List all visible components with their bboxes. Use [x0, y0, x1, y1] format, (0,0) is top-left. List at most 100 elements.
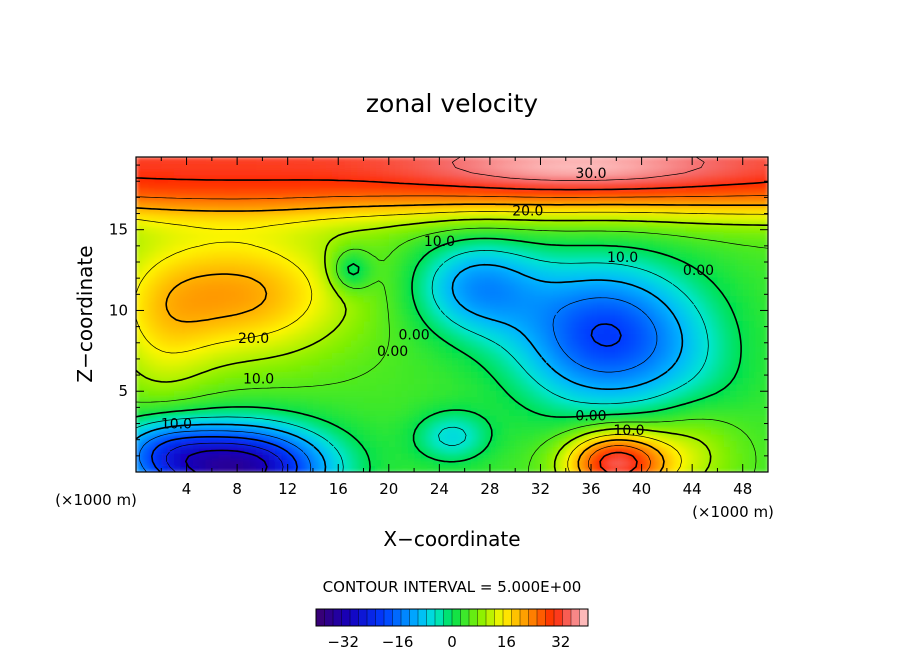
field-cell [357, 320, 365, 328]
field-cell [679, 346, 687, 353]
field-cell [414, 226, 421, 234]
field-cell [489, 465, 497, 472]
field-cell [199, 409, 207, 416]
field-cell [142, 194, 150, 202]
field-cell [502, 232, 510, 240]
field-cell [546, 264, 554, 271]
field-cell [698, 427, 706, 435]
field-cell [736, 182, 744, 190]
field-cell [584, 308, 592, 316]
field-cell [319, 352, 327, 360]
field-cell [591, 339, 598, 347]
field-cell [641, 264, 649, 271]
field-cell [369, 245, 377, 253]
field-cell [167, 245, 175, 253]
field-cell [666, 396, 674, 404]
field-cell [483, 264, 491, 271]
field-cell [736, 220, 744, 227]
field-cell [723, 295, 731, 303]
field-cell [426, 358, 434, 366]
field-cell [268, 213, 276, 221]
field-cell [755, 346, 763, 353]
field-cell [666, 390, 674, 397]
field-cell [420, 308, 428, 316]
field-cell [628, 257, 636, 265]
field-cell [414, 409, 421, 416]
field-cell [173, 371, 181, 379]
field-cell [281, 434, 289, 442]
field-cell [730, 459, 737, 467]
field-cell [275, 421, 282, 429]
field-cell [218, 371, 226, 379]
field-cell [647, 409, 655, 416]
field-cell [723, 446, 731, 454]
field-cell [445, 270, 453, 278]
field-cell [142, 188, 150, 196]
field-cell [654, 453, 662, 460]
field-cell [287, 270, 295, 278]
field-cell [464, 427, 472, 435]
field-cell [275, 213, 282, 221]
field-cell [597, 283, 605, 290]
field-cell [211, 409, 219, 416]
field-cell [249, 182, 257, 190]
field-cell [540, 427, 548, 435]
field-cell [641, 352, 649, 360]
field-cell [344, 188, 352, 196]
field-cell [142, 333, 150, 341]
field-cell [591, 465, 598, 472]
field-cell [230, 201, 238, 208]
field-cell [294, 207, 301, 215]
field-cell [439, 301, 447, 309]
field-cell [730, 377, 737, 385]
field-cell [376, 257, 384, 265]
field-cell [508, 238, 516, 246]
field-cell [679, 175, 687, 183]
field-cell [148, 220, 156, 227]
field-cell [262, 314, 270, 322]
field-cell [369, 465, 377, 472]
field-cell [230, 163, 238, 171]
field-cell [603, 383, 611, 391]
field-cell [433, 232, 440, 240]
field-cell [167, 415, 175, 423]
field-cell [173, 238, 181, 246]
field-cell [325, 415, 333, 423]
field-cell [161, 434, 169, 442]
field-cell [679, 276, 687, 284]
field-cell [433, 390, 440, 397]
field-cell [312, 245, 320, 253]
field-cell [534, 453, 542, 460]
field-cell [464, 257, 472, 265]
field-cell [230, 364, 238, 372]
field-cell [312, 434, 320, 442]
field-cell [154, 465, 162, 472]
field-cell [616, 245, 624, 253]
field-cell [256, 440, 263, 448]
field-cell [534, 194, 542, 202]
field-cell [515, 352, 523, 360]
field-cell [294, 320, 301, 328]
field-cell [376, 352, 384, 360]
field-cell [616, 238, 624, 246]
field-cell [180, 396, 188, 404]
field-cell [268, 295, 276, 303]
field-cell [470, 339, 478, 347]
field-cell [256, 371, 263, 379]
field-cell [730, 238, 737, 246]
field-cell [388, 320, 396, 328]
field-cell [180, 157, 188, 164]
field-cell [470, 446, 478, 454]
field-cell [445, 364, 453, 372]
field-cell [761, 257, 768, 265]
field-cell [420, 163, 428, 171]
field-cell [376, 308, 384, 316]
field-cell [363, 308, 371, 316]
field-cell [572, 163, 579, 171]
field-cell [136, 182, 143, 190]
field-cell [489, 409, 497, 416]
field-cell [312, 314, 320, 322]
field-cell [666, 207, 674, 215]
field-cell [243, 415, 251, 423]
field-cell [237, 383, 245, 391]
